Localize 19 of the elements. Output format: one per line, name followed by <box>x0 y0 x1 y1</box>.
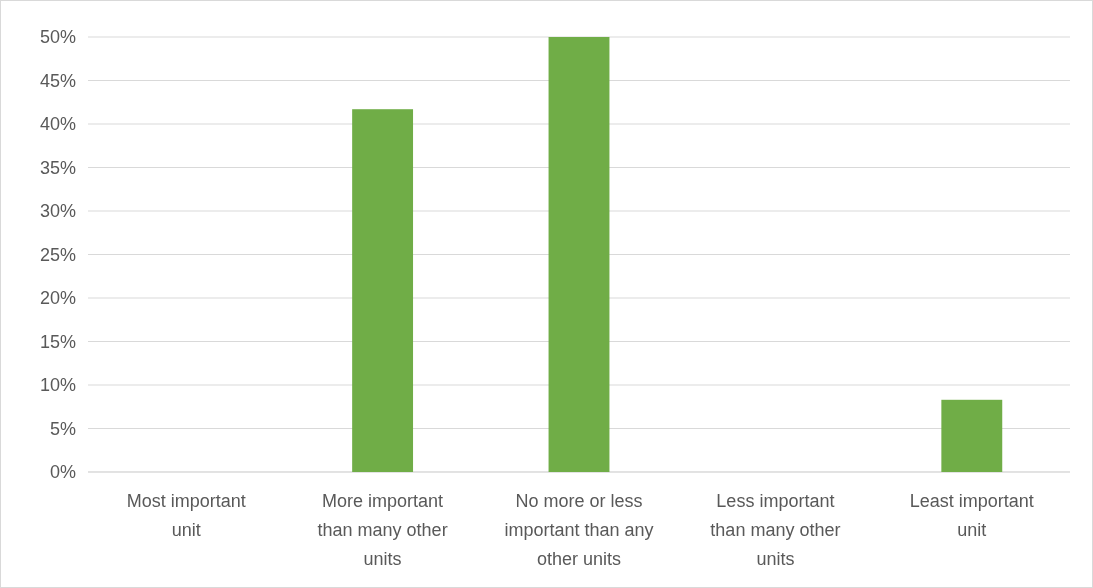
y-tick-label: 40% <box>39 114 76 135</box>
y-tick-label: 35% <box>39 157 76 178</box>
x-tick-label: Least important unit <box>909 491 1034 540</box>
x-tick-label: No more or less important than any other units <box>504 491 654 569</box>
y-tick-label: 15% <box>39 331 76 352</box>
y-tick-label: 30% <box>39 201 76 222</box>
x-tick-label: More important than many other units <box>317 491 448 569</box>
x-tick-label: Most important unit <box>126 491 246 540</box>
y-tick-label: 50% <box>39 27 76 48</box>
y-tick-label: 25% <box>39 244 76 265</box>
y-tick-label: 20% <box>39 288 76 309</box>
y-tick-label: 5% <box>49 418 76 439</box>
y-tick-label: 0% <box>49 462 76 483</box>
y-tick-label: 45% <box>39 70 76 91</box>
bar <box>352 109 414 472</box>
bar <box>548 37 610 472</box>
x-tick-label: Less important than many other units <box>710 491 841 569</box>
bar <box>941 399 1003 472</box>
y-tick-label: 10% <box>39 375 76 396</box>
